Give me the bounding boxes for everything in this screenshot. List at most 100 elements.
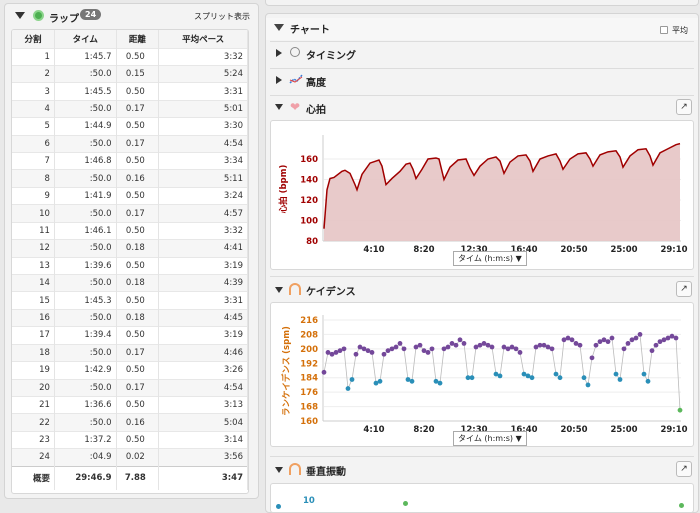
- collapse-laps-toggle[interactable]: [15, 12, 25, 19]
- collapse-heart-rate-toggle[interactable]: [275, 104, 283, 110]
- cadence-point: [537, 342, 543, 348]
- lap-row[interactable]: 17 1:39.4 0.50 3:19: [12, 326, 248, 345]
- cadence-point: [673, 335, 679, 341]
- lap-row[interactable]: 4:50.0 0.17 5:01: [12, 99, 248, 118]
- cadence-plot: 160 168 176 184 192 200 208 216 4:10 8:20 12:30 16:…: [300, 315, 688, 435]
- lap-row[interactable]: 23 1:37.2 0.50 3:14: [12, 430, 248, 449]
- lap-row[interactable]: 19 1:42.9 0.50 3:26: [12, 361, 248, 380]
- lap-cell: 8: [12, 169, 55, 188]
- section-elevation[interactable]: 高度: [306, 78, 326, 89]
- section-vertical-oscillation[interactable]: 垂直振動: [306, 467, 346, 478]
- lap-cell: :50.0: [54, 413, 117, 432]
- lap-row[interactable]: 16:50.0 0.18 4:45: [12, 308, 248, 327]
- cadence-point: [357, 344, 363, 350]
- x-tick-label: 12:30: [460, 425, 487, 435]
- y-tick-label: 184: [300, 374, 318, 384]
- column-header[interactable]: 平均ペース: [158, 30, 248, 48]
- cadence-point: [445, 344, 451, 350]
- cadence-point: [501, 344, 507, 350]
- lap-row[interactable]: 8:50.0 0.16 5:11: [12, 169, 248, 188]
- column-header[interactable]: タイム: [54, 30, 117, 48]
- summary-row: 概要 29:46.9 7.88 3:47: [12, 465, 248, 491]
- cadence-point: [597, 339, 603, 345]
- lap-cell: 20: [12, 378, 55, 397]
- lap-cell: 0.50: [116, 256, 160, 275]
- cadence-point: [665, 335, 671, 341]
- lap-row[interactable]: 13 1:39.6 0.50 3:19: [12, 256, 248, 275]
- cadence-point: [461, 341, 467, 346]
- lap-row[interactable]: 7 1:46.8 0.50 3:34: [12, 152, 248, 170]
- average-checkbox[interactable]: [660, 26, 668, 34]
- cadence-point: [657, 339, 663, 345]
- collapse-cadence-toggle[interactable]: [275, 287, 283, 293]
- lap-row[interactable]: 20:50.0 0.17 4:54: [12, 378, 248, 397]
- lap-row[interactable]: 2:50.0 0.15 5:24: [12, 64, 248, 83]
- lap-row[interactable]: 14:50.0 0.18 4:39: [12, 273, 248, 292]
- cadence-point: [321, 369, 327, 375]
- cadence-point: [577, 342, 583, 348]
- cadence-point: [385, 348, 391, 354]
- lap-row[interactable]: 9 1:41.9 0.50 3:24: [12, 186, 248, 205]
- cadence-point: [557, 375, 563, 381]
- lap-row[interactable]: 21 1:36.6 0.50 3:13: [12, 395, 248, 414]
- column-header[interactable]: 分割: [12, 30, 55, 48]
- cadence-point: [485, 342, 491, 348]
- lap-cell: 0.16: [116, 413, 160, 432]
- lap-row[interactable]: 15 1:45.3 0.50 3:31: [12, 291, 248, 310]
- heart-rate-x-axis-selector[interactable]: タイム (h:m:s) ▼: [453, 251, 527, 266]
- lap-row[interactable]: 3 1:45.5 0.50 3:31: [12, 82, 248, 101]
- lap-cell: 3:19: [158, 326, 248, 345]
- cadence-point: [589, 355, 595, 361]
- lap-row[interactable]: 6:50.0 0.17 4:54: [12, 134, 248, 153]
- heart-icon: ❤: [290, 100, 301, 114]
- section-timing[interactable]: タイミング: [306, 51, 356, 62]
- section-heart-rate[interactable]: 心拍: [306, 105, 326, 116]
- lap-row[interactable]: 12:50.0 0.18 4:41: [12, 239, 248, 258]
- lap-row[interactable]: 22:50.0 0.16 5:04: [12, 413, 248, 432]
- lap-cell: 16: [12, 308, 55, 327]
- cadence-point: [601, 337, 607, 343]
- cadence-connector: [323, 333, 681, 411]
- lap-cell: 0.50: [116, 430, 160, 449]
- cadence-point: [669, 333, 675, 339]
- cadence-x-axis-selector[interactable]: タイム (h:m:s) ▼: [453, 431, 527, 446]
- expand-vertical-oscillation-chart-button[interactable]: ↗: [676, 461, 692, 477]
- lap-cell: 0.50: [116, 361, 160, 380]
- cadence-point: [521, 371, 527, 377]
- lap-cell: 4:39: [158, 273, 248, 292]
- lap-row[interactable]: 18:50.0 0.17 4:46: [12, 343, 248, 362]
- cadence-icon: [289, 283, 301, 295]
- lap-cell: 3:56: [158, 448, 248, 467]
- x-tick-label: 20:50: [560, 245, 587, 255]
- lap-row[interactable]: 5 1:44.9 0.50 3:30: [12, 117, 248, 136]
- x-axis-selector-label: タイム (h:m:s): [458, 254, 514, 263]
- expand-cadence-chart-button[interactable]: ↗: [676, 281, 692, 297]
- expand-heart-rate-chart-button[interactable]: ↗: [676, 99, 692, 115]
- expand-timing-toggle[interactable]: [276, 49, 282, 57]
- column-header[interactable]: 距離: [116, 30, 160, 48]
- cadence-point: [649, 348, 655, 354]
- cadence-point: [505, 346, 511, 352]
- collapse-charts-toggle[interactable]: [274, 24, 284, 31]
- cadence-y-label: ランケイデンス (spm): [282, 326, 292, 416]
- summary-cell: 29:46.9: [54, 465, 117, 491]
- cadence-point: [661, 337, 667, 343]
- lap-cell: 5:24: [158, 64, 248, 83]
- lap-row[interactable]: 11 1:46.1 0.50 3:32: [12, 221, 248, 240]
- lap-cell: 22: [12, 413, 55, 432]
- lap-row[interactable]: 1 1:45.7 0.50 3:32: [12, 47, 248, 66]
- split-view-link[interactable]: スプリット表示: [194, 12, 250, 21]
- cadence-point: [561, 337, 567, 343]
- section-cadence[interactable]: ケイデンス: [306, 287, 356, 298]
- lap-row[interactable]: 24:04.9 0.02 3:56: [12, 448, 248, 467]
- lap-row[interactable]: 10:50.0 0.17 4:57: [12, 204, 248, 223]
- laps-icon: [33, 10, 44, 21]
- lap-cell: 1:45.3: [54, 291, 117, 310]
- lap-cell: 1:42.9: [54, 361, 117, 380]
- cadence-point: [409, 378, 415, 384]
- collapse-vertical-oscillation-toggle[interactable]: [275, 467, 283, 473]
- x-tick-label: 29:10: [660, 425, 687, 435]
- lap-cell: 0.17: [116, 99, 160, 118]
- expand-elevation-toggle[interactable]: [276, 76, 282, 84]
- cadence-point: [421, 348, 427, 354]
